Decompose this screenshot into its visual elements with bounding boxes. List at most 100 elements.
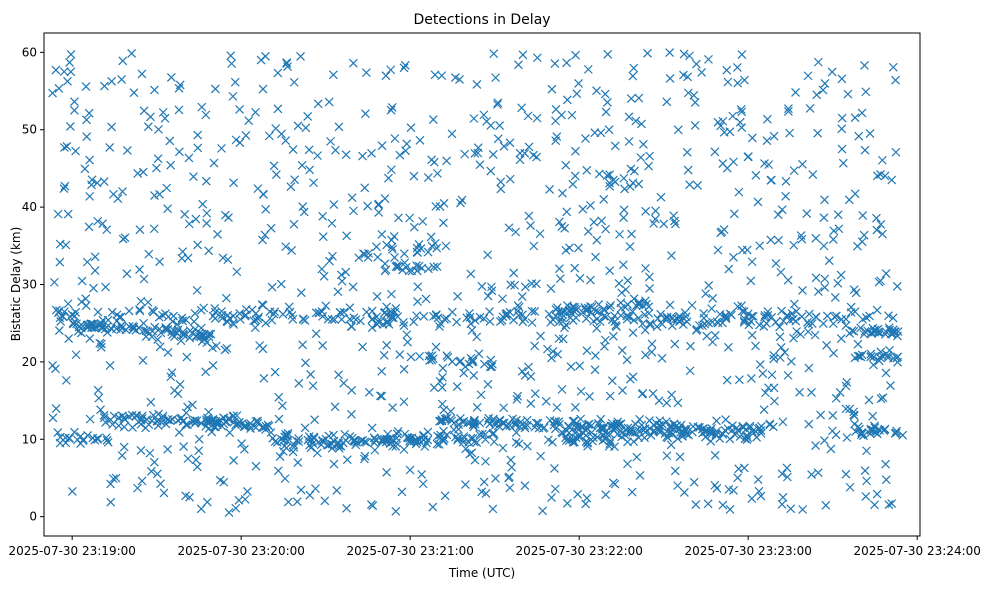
data-point — [837, 124, 847, 134]
data-point — [318, 311, 328, 321]
data-point — [881, 269, 891, 278]
data-point — [604, 125, 614, 135]
data-point — [828, 235, 838, 244]
data-point — [489, 437, 499, 447]
data-point — [804, 309, 814, 319]
data-point — [81, 294, 91, 304]
data-point — [87, 175, 97, 185]
data-point — [469, 371, 479, 380]
data-point — [740, 314, 750, 324]
data-point — [643, 48, 652, 58]
data-point — [113, 194, 123, 203]
data-point — [235, 138, 245, 148]
data-point — [893, 327, 903, 336]
data-point — [710, 450, 720, 460]
data-point — [491, 473, 500, 483]
data-point — [524, 142, 534, 152]
data-point — [769, 354, 779, 364]
data-point — [841, 469, 851, 479]
data-point — [632, 452, 642, 462]
data-point — [228, 91, 238, 101]
data-point — [281, 242, 291, 252]
data-point — [481, 456, 490, 466]
data-point — [124, 321, 134, 331]
data-point — [99, 177, 109, 186]
data-point — [517, 292, 527, 301]
data-point — [194, 446, 204, 456]
data-point — [625, 427, 635, 437]
data-point — [84, 108, 94, 118]
data-point — [472, 332, 482, 342]
data-point — [821, 500, 831, 510]
data-point — [59, 143, 69, 152]
data-point — [267, 315, 277, 325]
data-point — [868, 411, 878, 421]
data-point — [82, 257, 92, 267]
data-point — [807, 319, 817, 328]
data-point — [475, 418, 485, 428]
data-point — [652, 322, 662, 332]
data-point — [332, 485, 342, 495]
data-point — [279, 435, 289, 445]
data-point — [386, 310, 396, 320]
data-point — [49, 277, 59, 287]
data-point — [141, 332, 151, 341]
data-point — [189, 172, 198, 182]
data-point — [791, 88, 800, 97]
data-point — [377, 391, 387, 401]
data-point — [722, 65, 732, 75]
data-point — [85, 155, 95, 165]
data-point — [570, 402, 580, 412]
data-point — [405, 465, 415, 475]
data-point — [830, 293, 840, 302]
data-point — [635, 471, 645, 480]
data-point — [680, 308, 690, 318]
data-point — [509, 315, 518, 325]
data-point — [428, 115, 438, 124]
data-point — [637, 119, 646, 129]
data-point — [390, 307, 400, 317]
data-point — [251, 461, 261, 471]
data-point — [150, 322, 160, 332]
data-point — [529, 241, 539, 251]
data-point — [174, 428, 184, 437]
data-point — [734, 375, 744, 385]
data-point — [229, 320, 239, 329]
data-point — [592, 235, 602, 245]
data-point — [147, 416, 157, 426]
data-point — [178, 247, 188, 257]
data-point — [836, 270, 846, 280]
data-point — [483, 291, 493, 301]
data-point — [667, 251, 676, 260]
data-point — [569, 306, 578, 316]
data-point — [707, 304, 717, 314]
data-point — [460, 480, 470, 489]
data-point — [361, 437, 371, 447]
data-point — [281, 136, 291, 145]
data-point — [341, 267, 351, 277]
data-point — [258, 235, 267, 245]
data-point — [887, 499, 897, 508]
data-point — [567, 309, 577, 318]
data-point — [192, 285, 202, 295]
data-point — [802, 209, 812, 218]
data-point — [689, 90, 699, 100]
data-point — [756, 421, 766, 431]
data-point — [351, 315, 361, 325]
data-point — [472, 79, 482, 89]
data-point — [224, 508, 234, 517]
data-point — [101, 282, 111, 292]
data-point — [611, 321, 621, 330]
data-point — [505, 138, 515, 148]
data-point — [118, 187, 127, 196]
data-point — [554, 264, 564, 274]
data-point — [766, 235, 776, 245]
data-point — [226, 51, 236, 61]
data-point — [291, 436, 301, 445]
data-point — [253, 314, 263, 324]
data-point — [143, 327, 153, 337]
data-point — [833, 210, 843, 220]
data-point — [665, 300, 675, 310]
data-point — [241, 304, 251, 314]
data-point — [600, 89, 610, 99]
